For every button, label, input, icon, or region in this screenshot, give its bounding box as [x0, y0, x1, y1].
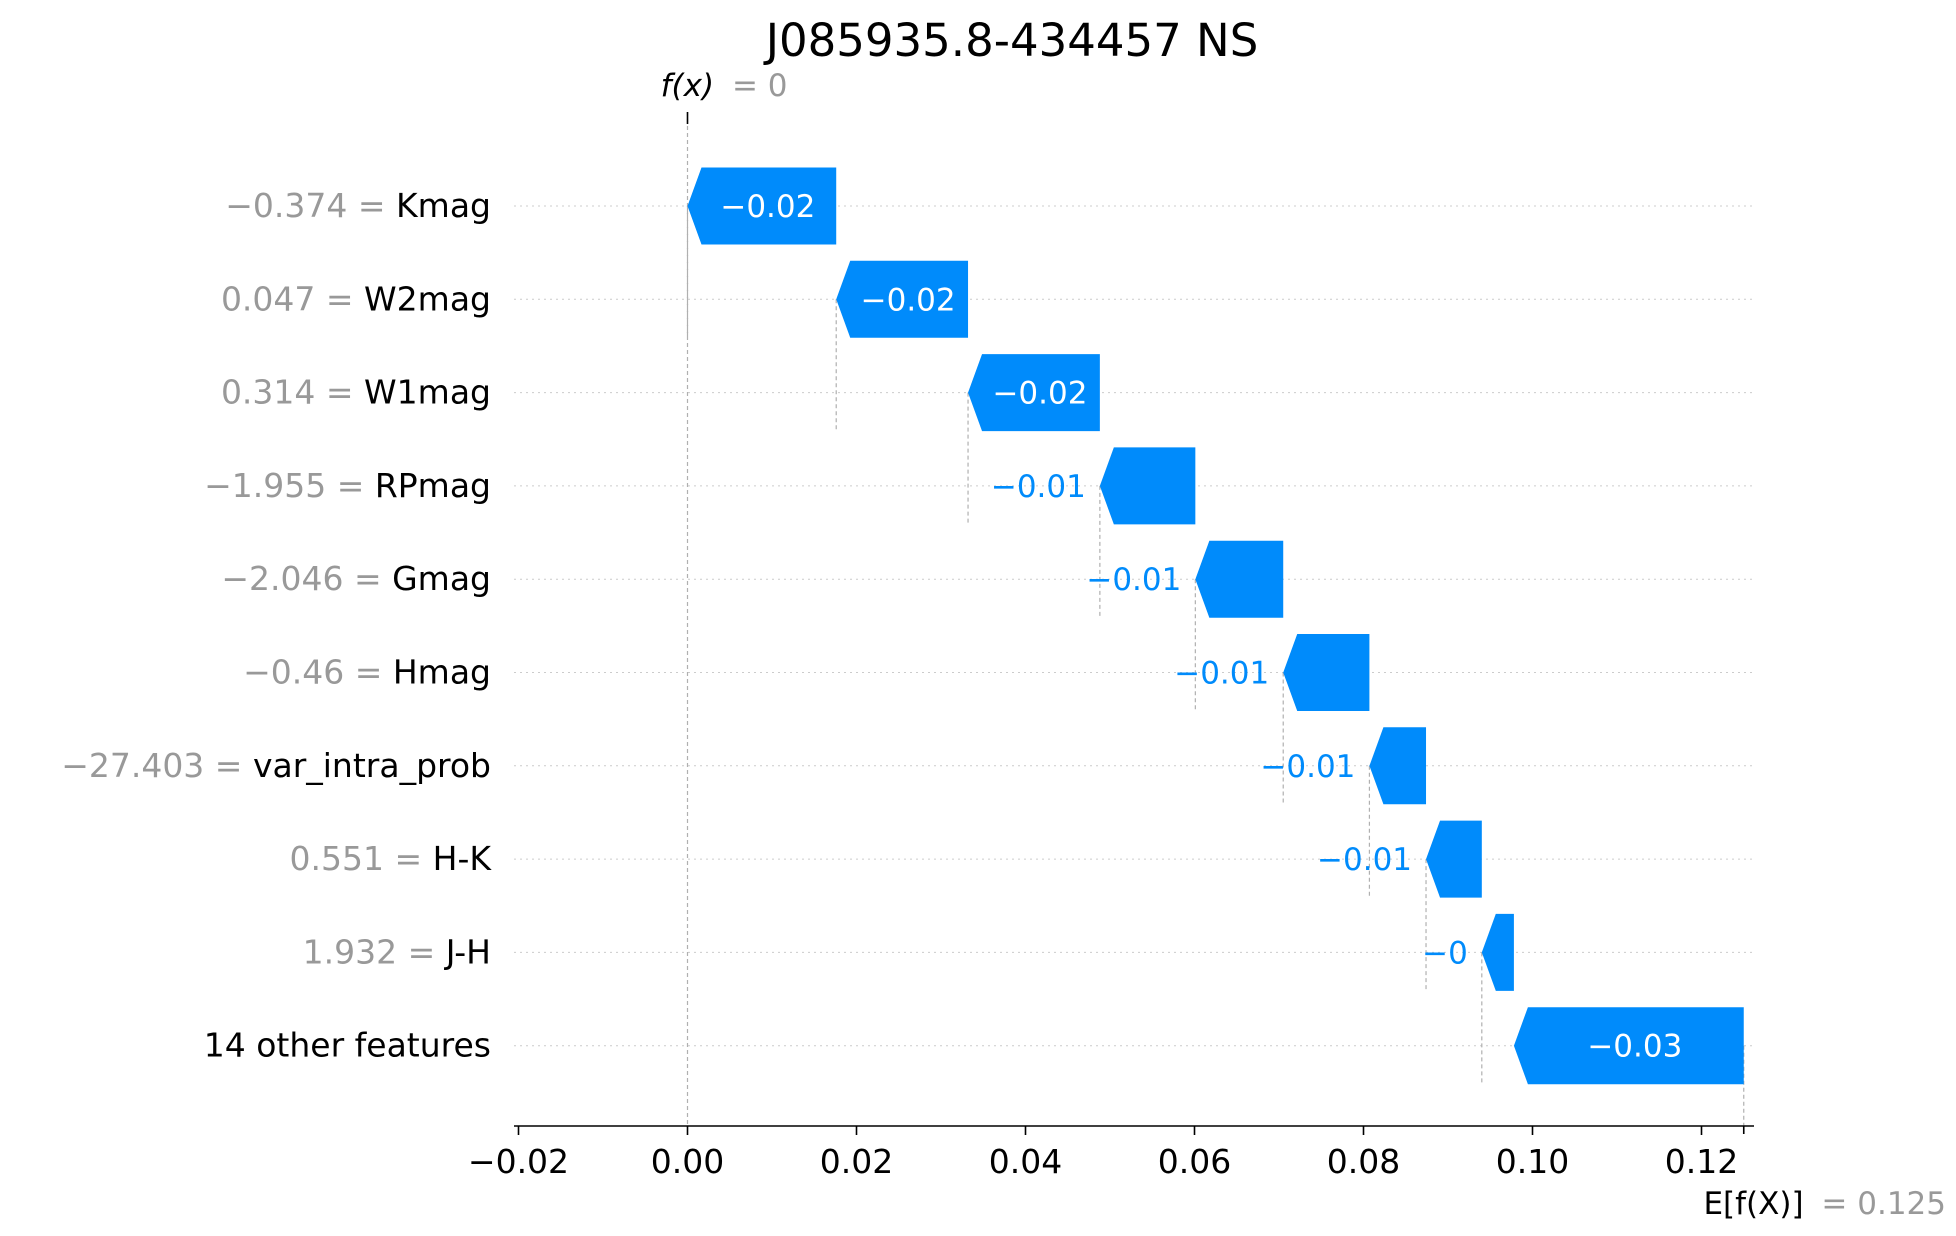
feature-label: −1.955 = RPmag — [204, 466, 491, 505]
fx-label-text: f(x) — [661, 68, 714, 104]
feature-label: 0.314 = W1mag — [221, 373, 491, 412]
expected-value-label: E[f(X)] = 0.125 — [1703, 1186, 1946, 1222]
bar-j-h — [1481, 913, 1514, 991]
x-tick-label: 0.12 — [1665, 1142, 1738, 1181]
bar-gmag — [1195, 540, 1284, 618]
bar-kmag — [687, 167, 837, 245]
bars: −0.02 −0.02 −0.02 −0.01 −0.01 −0.01 −0.01 −0.01… — [687, 167, 1744, 1085]
expected-label-text: E[f(X)] — [1703, 1186, 1803, 1222]
feature-label: 0.047 = W2mag — [221, 279, 491, 318]
feature-label: 14 other features — [204, 1026, 491, 1065]
feature-label: −0.46 = Hmag — [243, 653, 491, 692]
feature-name: var_intra_prob — [253, 746, 491, 785]
feature-name: Gmag — [392, 559, 491, 598]
x-tick-label: 0.08 — [1327, 1142, 1400, 1181]
feature-value: −2.046 = — [221, 559, 392, 598]
x-tick-label: −0.02 — [468, 1142, 569, 1181]
bar-value-label: −0.02 — [861, 282, 956, 318]
bar-value-label: −0.01 — [1317, 842, 1412, 878]
bar-h-k — [1426, 820, 1482, 898]
feature-name: Kmag — [396, 186, 491, 225]
bar-value-label: −0.01 — [1260, 749, 1355, 785]
chart-title: J085935.8-434457 NS — [763, 14, 1259, 67]
bar-w1mag — [968, 354, 1100, 432]
feature-label: −27.403 = var_intra_prob — [61, 746, 491, 785]
feature-label: 0.551 = H-K — [290, 839, 493, 878]
feature-value: −0.46 = — [243, 653, 393, 692]
bar-value-label: −0.01 — [1086, 562, 1181, 598]
bar-value-label: −0.01 — [1174, 656, 1269, 692]
bar-value-label: −0.02 — [720, 189, 815, 225]
bar-var-intra-prob — [1369, 727, 1427, 805]
bar-value-label: −0 — [1422, 935, 1468, 971]
expected-value-text: = 0.125 — [1821, 1186, 1946, 1222]
bar-w2mag — [836, 260, 969, 338]
feature-name: J-H — [444, 932, 491, 971]
bar-rpmag — [1099, 447, 1196, 525]
x-axis-ticks: −0.02 0.00 0.02 0.04 0.06 0.08 0.10 0.12 — [468, 1126, 1745, 1181]
x-tick-label: 0.00 — [651, 1142, 724, 1181]
feature-value: −0.374 = — [225, 186, 396, 225]
feature-name: Hmag — [393, 653, 491, 692]
feature-label: −2.046 = Gmag — [221, 559, 491, 598]
bar-value-label: −0.01 — [991, 469, 1086, 505]
feature-name: W1mag — [364, 373, 491, 412]
feature-value: 0.551 = — [290, 839, 433, 878]
feature-name: W2mag — [364, 279, 491, 318]
feature-name: RPmag — [375, 466, 491, 505]
feature-label: 1.932 = J-H — [303, 932, 491, 971]
feature-value: 0.314 = — [221, 373, 364, 412]
feature-value: 1.932 = — [303, 932, 446, 971]
connector-lines — [686, 112, 1745, 1126]
feature-name: H-K — [433, 839, 493, 878]
x-tick-label: 0.10 — [1496, 1142, 1569, 1181]
feature-labels: −0.374 = Kmag 0.047 = W2mag 0.314 = W1mag −… — [61, 186, 492, 1065]
grid-lines — [514, 205, 1754, 1047]
feature-value: 0.047 = — [221, 279, 364, 318]
bar-hmag — [1283, 634, 1370, 711]
bar-value-label: −0.03 — [1587, 1029, 1682, 1065]
bar-value-label: −0.02 — [992, 376, 1087, 412]
fx-annotation: f(x) = 0 — [661, 68, 788, 104]
feature-value: −1.955 = — [204, 466, 375, 505]
feature-label: −0.374 = Kmag — [225, 186, 491, 225]
bar-14-other-features — [1513, 1007, 1744, 1085]
fx-label: f(x) = 0 — [661, 68, 788, 104]
fx-value-text: = 0 — [732, 68, 788, 104]
x-tick-label: 0.04 — [989, 1142, 1062, 1181]
feature-name: 14 other features — [204, 1026, 491, 1065]
x-tick-label: 0.06 — [1158, 1142, 1231, 1181]
feature-value: −27.403 = — [61, 746, 253, 785]
expected-value-annotation: E[f(X)] = 0.125 — [1703, 1186, 1946, 1222]
x-tick-label: 0.02 — [820, 1142, 893, 1181]
